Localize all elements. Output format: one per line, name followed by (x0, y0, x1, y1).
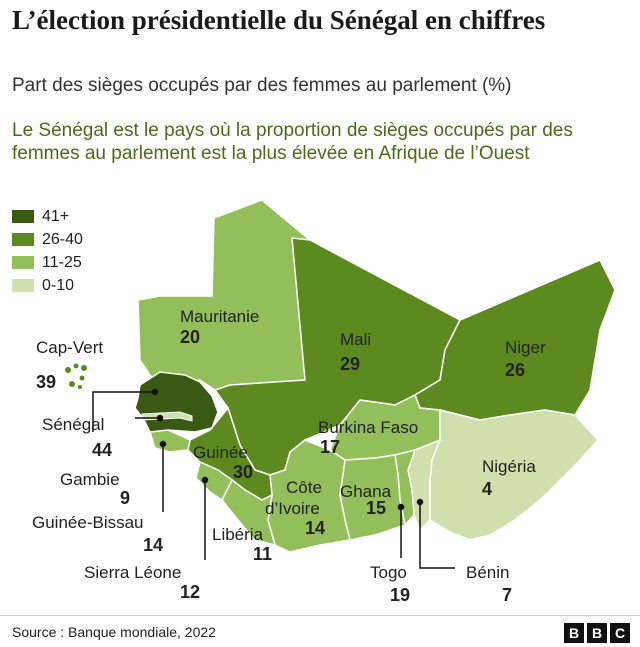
label-guinee-bissau: Guinée-Bissau (32, 513, 144, 532)
source-note: Source : Banque mondiale, 2022 (12, 624, 216, 640)
label-togo: Togo (370, 563, 407, 582)
label-guinee: Guinée (193, 443, 248, 462)
legend: 41+ 26-40 11-25 0-10 (12, 205, 83, 297)
label-niger: Niger (505, 338, 546, 357)
country-guinee-bissau (149, 429, 191, 453)
leader-dot-gambie (156, 414, 164, 422)
value-liberia: 11 (253, 544, 272, 564)
footer-divider (0, 615, 640, 616)
country-mauritanie (137, 199, 311, 391)
leader-dot-benin (416, 498, 424, 506)
label-ghana: Ghana (340, 482, 392, 501)
value-mali: 29 (340, 354, 360, 374)
leader-dot-guinee-bissau (159, 440, 167, 448)
legend-item: 26-40 (12, 228, 83, 251)
label-nigeria: Nigéria (482, 457, 536, 476)
leader-senegal (92, 391, 155, 432)
value-gambie: 9 (120, 488, 130, 508)
legend-label: 0-10 (42, 276, 75, 294)
value-ghana: 15 (366, 498, 386, 518)
label-sierra-leone: Sierra Léone (84, 563, 181, 582)
value-guinee: 30 (233, 462, 253, 482)
logo-letter: B (564, 623, 584, 643)
leader-benin (419, 502, 455, 569)
chart-insight: Le Sénégal est le pays où la proportion … (12, 120, 573, 164)
value-togo: 19 (390, 585, 410, 605)
value-sierra-leone: 12 (180, 582, 200, 602)
logo-letter: C (610, 623, 630, 643)
value-guinee-bissau: 14 (143, 535, 163, 555)
label-senegal: Sénégal (42, 415, 104, 434)
country-cap-vert (65, 363, 87, 389)
legend-item: 11-25 (12, 251, 83, 274)
legend-swatch (12, 256, 34, 269)
country-liberia (221, 478, 277, 547)
legend-label: 11-25 (42, 253, 82, 271)
country-sierra-leone (195, 460, 233, 502)
label-mali: Mali (340, 330, 371, 349)
value-niger: 26 (505, 360, 525, 380)
label-benin: Bénin (466, 563, 509, 582)
value-burkina-faso: 17 (320, 437, 340, 457)
bbc-logo: B B C (564, 623, 630, 643)
legend-swatch (12, 279, 34, 292)
value-nigeria: 4 (482, 479, 492, 499)
label-mauritanie: Mauritanie (180, 307, 259, 326)
legend-label: 41+ (42, 207, 70, 225)
label-cote-ivoire-line1: Côte (286, 478, 322, 497)
value-senegal: 44 (92, 440, 112, 460)
value-mauritanie: 20 (180, 327, 200, 347)
legend-label: 26-40 (42, 230, 83, 248)
label-cap-vert: Cap-Vert (36, 338, 103, 357)
west-africa-map: Mauritanie 20 Mali 29 Niger 26 Cap-Vert … (32, 199, 616, 605)
legend-item: 0-10 (12, 274, 83, 297)
label-cote-ivoire-line2: d’Ivoire (265, 499, 320, 518)
value-cap-vert: 39 (36, 372, 56, 392)
value-cote-ivoire: 14 (305, 518, 325, 538)
label-liberia: Libéria (212, 525, 264, 544)
legend-swatch (12, 233, 34, 246)
label-gambie: Gambie (60, 470, 120, 489)
legend-swatch (12, 210, 34, 223)
leader-dot-senegal (151, 388, 159, 396)
chart-subtitle: Part des sièges occupés par des femmes a… (12, 75, 512, 96)
legend-item: 41+ (12, 205, 83, 228)
label-burkina-faso: Burkina Faso (318, 418, 418, 437)
leader-dot-togo (397, 503, 405, 511)
logo-letter: B (587, 623, 607, 643)
leader-dot-sierra-leone (201, 476, 209, 484)
chart-title: L’élection présidentielle du Sénégal en … (12, 5, 546, 35)
value-benin: 7 (502, 585, 512, 605)
